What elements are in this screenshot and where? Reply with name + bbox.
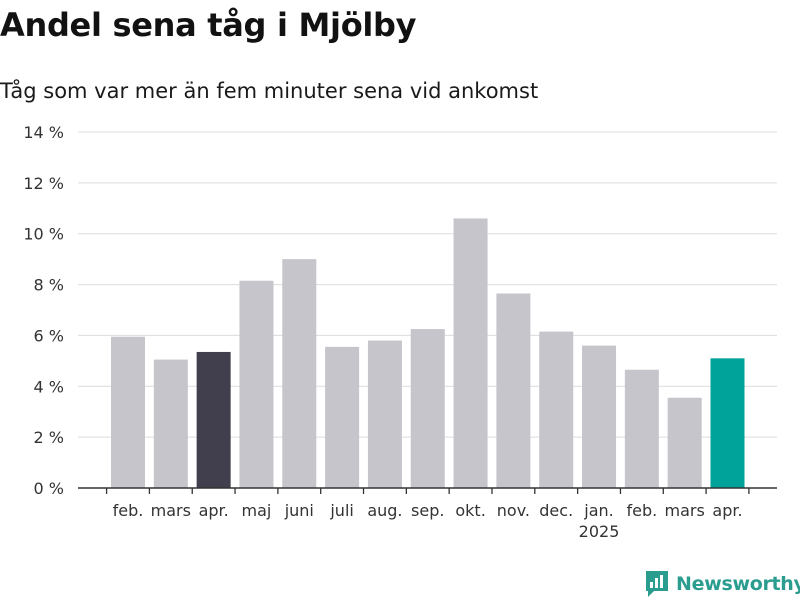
y-tick-label: 12 % bbox=[23, 174, 64, 193]
y-tick-label: 14 % bbox=[23, 123, 64, 142]
y-tick-label: 8 % bbox=[34, 276, 64, 295]
x-tick-label: juni bbox=[284, 501, 314, 520]
bar bbox=[710, 358, 745, 488]
bar bbox=[196, 351, 231, 488]
bar bbox=[282, 259, 317, 488]
x-tick-label: apr. bbox=[199, 501, 229, 520]
chart-subtitle: Tåg som var mer än fem minuter sena vid … bbox=[0, 79, 539, 103]
x-tick-label: feb. bbox=[113, 501, 144, 520]
bar bbox=[667, 397, 702, 488]
bar bbox=[410, 329, 445, 488]
bar bbox=[325, 346, 360, 488]
bar bbox=[582, 345, 617, 488]
bar bbox=[367, 340, 402, 488]
y-tick-label: 2 % bbox=[34, 428, 64, 447]
x-tick-label: dec. bbox=[539, 501, 573, 520]
x-tick-label: okt. bbox=[455, 501, 485, 520]
y-tick-label: 10 % bbox=[23, 225, 64, 244]
bar bbox=[111, 336, 145, 488]
bar bbox=[453, 218, 488, 488]
y-tick-label: 4 % bbox=[34, 377, 64, 396]
bar bbox=[239, 280, 274, 488]
brand-name: Newsworthy bbox=[676, 573, 800, 595]
bar bbox=[624, 369, 659, 488]
x-tick-label: apr. bbox=[712, 501, 742, 520]
brand-logo: Newsworthy bbox=[644, 569, 800, 599]
x-tick-label: sep. bbox=[411, 501, 444, 520]
bar bbox=[496, 293, 531, 488]
x-tick-label: aug. bbox=[367, 501, 402, 520]
x-tick-label: nov. bbox=[497, 501, 530, 520]
x-tick-label: mars bbox=[151, 501, 191, 520]
bar bbox=[539, 331, 574, 488]
bar bbox=[153, 359, 188, 488]
y-tick-label: 6 % bbox=[34, 326, 64, 345]
x-tick-label: juli bbox=[329, 501, 353, 520]
y-tick-label: 0 % bbox=[34, 479, 64, 498]
x-year-label: 2025 bbox=[579, 522, 620, 541]
newsworthy-logo-icon bbox=[646, 571, 668, 597]
x-tick-label: maj bbox=[242, 501, 272, 520]
x-tick-label: mars bbox=[665, 501, 705, 520]
chart-title: Andel sena tåg i Mjölby bbox=[0, 6, 417, 44]
x-tick-label: feb. bbox=[626, 501, 657, 520]
x-tick-label: jan. bbox=[583, 501, 613, 520]
